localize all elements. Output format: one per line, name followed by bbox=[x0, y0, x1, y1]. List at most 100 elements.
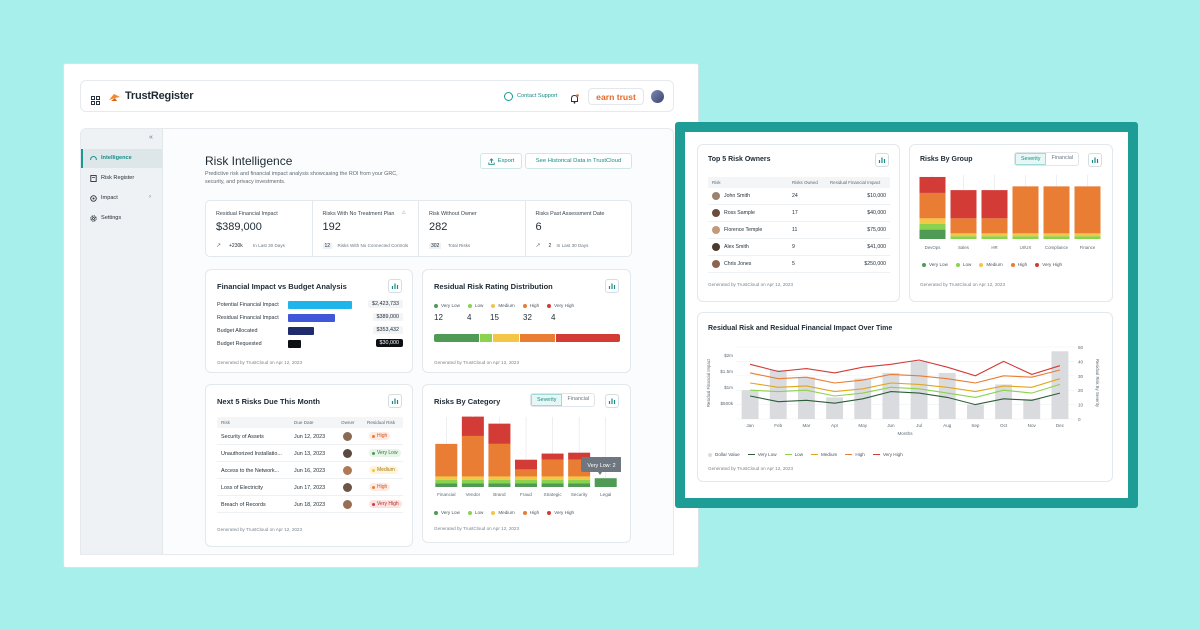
risks-owned: 11 bbox=[792, 227, 798, 233]
kpi-label: Residual Financial Impact bbox=[216, 211, 278, 217]
fin-row: Potential Financial Impact $2,423,733 bbox=[217, 300, 403, 310]
sidebar-item-settings[interactable]: Settings bbox=[81, 209, 162, 228]
risk-name: Loss of Electricity bbox=[221, 485, 263, 491]
table-row[interactable]: Security of Assets Jun 12, 2023 High bbox=[217, 428, 403, 445]
x-tick-label: Financial bbox=[437, 492, 455, 497]
chart-toggle-button[interactable] bbox=[1088, 153, 1102, 167]
sidebar-item-intelligence[interactable]: Intelligence bbox=[81, 149, 162, 168]
app-logo[interactable]: TrustRegister bbox=[125, 90, 194, 102]
bar-chart-icon bbox=[878, 157, 886, 163]
y-tick-label: $500k bbox=[720, 401, 733, 406]
tab-financial[interactable]: Financial bbox=[1051, 155, 1074, 161]
risk-name: Security of Assets bbox=[221, 434, 264, 440]
sidebar-item-impact[interactable]: Impact › bbox=[81, 189, 162, 208]
bar-segment bbox=[488, 479, 511, 484]
tab-severity[interactable]: Severity bbox=[531, 394, 563, 406]
bar-segment bbox=[1074, 233, 1101, 237]
chart-toggle-button[interactable] bbox=[605, 279, 619, 293]
risk-level-badge: High bbox=[369, 432, 391, 440]
bar-segment bbox=[594, 478, 617, 487]
avatar[interactable] bbox=[651, 90, 664, 103]
dollar-bar bbox=[797, 377, 815, 419]
rating-segment bbox=[479, 334, 492, 342]
bell-icon[interactable] bbox=[570, 91, 579, 104]
card-title: Next 5 Risks Due This Month bbox=[217, 397, 320, 406]
legend-label: Very Low bbox=[929, 262, 948, 267]
table-row[interactable]: Chris Jones 5 $250,000 bbox=[708, 256, 890, 273]
risks-owned: 17 bbox=[792, 210, 798, 216]
legend-item: Very Low bbox=[434, 303, 460, 308]
fin-row: Budget Requested $30,000 bbox=[217, 339, 403, 349]
legend-item: Very High bbox=[547, 510, 574, 515]
export-label: Export bbox=[497, 158, 515, 164]
risks-owned: 24 bbox=[792, 193, 798, 199]
y-tick-label: $1m bbox=[724, 385, 733, 390]
table-row[interactable]: Unauthorized Installatio... Jun 13, 2023 V… bbox=[217, 445, 403, 462]
kpi-note: Risks With No Connected Controls bbox=[337, 243, 409, 248]
kpi-note: In Last 30 Days bbox=[253, 243, 285, 248]
residual-impact: $10,000 bbox=[867, 193, 886, 199]
legend-label: Medium bbox=[986, 262, 1003, 267]
chart-toggle-button[interactable] bbox=[875, 153, 889, 167]
table-row[interactable]: Ross Sample 17 $40,000 bbox=[708, 205, 890, 222]
info-icon: ⚠ bbox=[401, 210, 406, 216]
table-row[interactable]: Alex Smith 9 $41,000 bbox=[708, 239, 890, 256]
export-button[interactable]: Export bbox=[480, 153, 522, 169]
chevron-right-icon: › bbox=[149, 194, 151, 200]
column-header: Due Date bbox=[294, 420, 314, 425]
sidebar-item-risk-register[interactable]: Risk Register bbox=[81, 169, 162, 188]
x-tick-label: Fraud bbox=[520, 492, 532, 497]
legend-label: High bbox=[1017, 262, 1028, 267]
severity-financial-toggle: Severity Financial bbox=[530, 393, 596, 407]
table-row[interactable]: Breach of Records Jun 18, 2023 Very High bbox=[217, 496, 403, 513]
kpi-row: Residual Financial Impact $389,000 ↗ +23… bbox=[205, 200, 632, 257]
owner-name: John Smith bbox=[724, 193, 750, 199]
historical-data-button[interactable]: See Historical Data in TrustCloud bbox=[525, 153, 632, 169]
chart-toggle-button[interactable] bbox=[388, 394, 402, 408]
chart-toggle-button[interactable] bbox=[605, 394, 619, 408]
table-row[interactable]: Florence Temple 11 $75,000 bbox=[708, 222, 890, 239]
earn-trust-button[interactable]: earn trust bbox=[588, 88, 644, 105]
severity-financial-toggle: Severity Financial bbox=[1014, 152, 1080, 166]
card-title: Top 5 Risk Owners bbox=[708, 156, 771, 163]
legend-label: Low bbox=[962, 262, 972, 267]
sidebar-collapse-button[interactable]: « bbox=[149, 134, 153, 141]
kpi-label: Risk Without Owner bbox=[429, 211, 477, 217]
legend-swatch bbox=[522, 510, 527, 515]
legend-label: High bbox=[529, 303, 540, 308]
table-row[interactable]: Loss of Electricity Jun 17, 2023 High bbox=[217, 479, 403, 496]
sidebar-item-label: Settings bbox=[101, 215, 122, 221]
owner-avatar bbox=[712, 209, 720, 217]
level-label: Very High bbox=[377, 501, 399, 507]
rating-values: 12 4 15 32 4 bbox=[434, 313, 620, 325]
kpi-label: Risks Past Assessment Date bbox=[535, 211, 605, 217]
tab-severity[interactable]: Severity bbox=[1015, 153, 1047, 165]
due-date: Jun 17, 2023 bbox=[294, 485, 326, 491]
support-icon[interactable] bbox=[504, 92, 513, 101]
legend-label: Dollar Value bbox=[715, 452, 740, 457]
dollar-bar bbox=[882, 372, 900, 419]
tab-financial[interactable]: Financial bbox=[567, 396, 590, 402]
level-dot bbox=[372, 468, 375, 472]
dollar-bar bbox=[769, 370, 787, 419]
sidebar-item-label: Intelligence bbox=[101, 155, 132, 161]
bar-segment bbox=[950, 190, 977, 219]
level-label: Medium bbox=[377, 467, 395, 473]
owner-avatar bbox=[343, 500, 352, 509]
generated-note: Generated by TrustCloud on Apr 12, 2023 bbox=[708, 282, 794, 287]
owner-name: Chris Jones bbox=[724, 261, 752, 267]
fin-row-label: Residual Financial Impact bbox=[217, 315, 279, 321]
generated-note: Generated by TrustCloud on Apr 12, 2023 bbox=[217, 527, 303, 532]
kpi-value: 192 bbox=[322, 221, 341, 233]
chart-toggle-button[interactable] bbox=[388, 279, 402, 293]
impact-icon bbox=[90, 195, 97, 202]
apps-grid-icon[interactable] bbox=[91, 92, 100, 105]
bar-segment bbox=[435, 476, 458, 480]
table-row[interactable]: John Smith 24 $10,000 bbox=[708, 188, 890, 205]
table-row[interactable]: Access to the Network... Jun 16, 2023 Medi… bbox=[217, 462, 403, 479]
legend-swatch bbox=[547, 303, 552, 308]
bar-segment bbox=[1012, 186, 1039, 234]
x-tick-label: Security bbox=[571, 492, 588, 497]
subtitle-line: Predictive risk and financial impact ana… bbox=[205, 171, 398, 177]
contact-support-link[interactable]: Contact Support bbox=[517, 93, 558, 99]
